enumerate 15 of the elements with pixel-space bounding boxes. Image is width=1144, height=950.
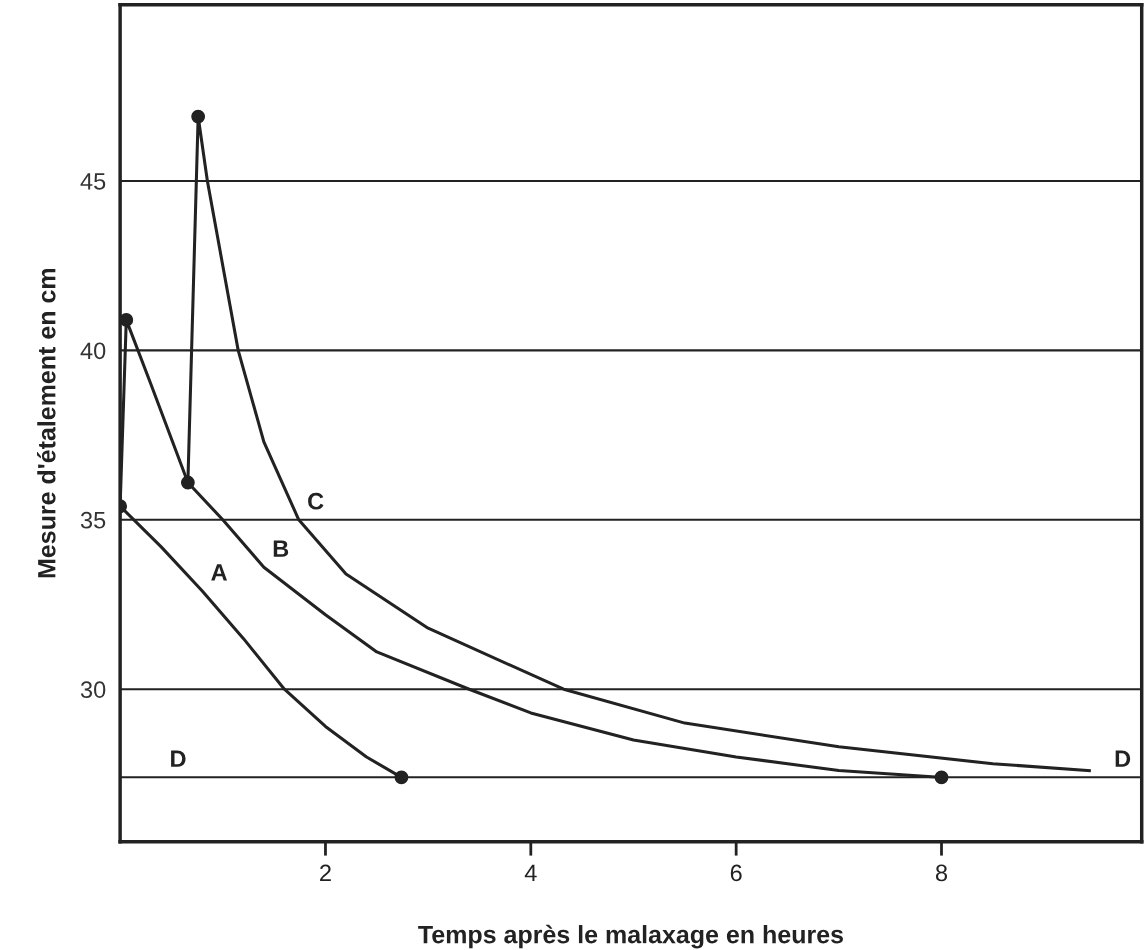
y-tick-label: 35: [80, 511, 106, 529]
x-tick-label: 6: [730, 864, 742, 882]
y-tick-label: 45: [80, 173, 106, 190]
x-tick-label: 2: [320, 864, 331, 882]
y-tick-label: 40: [80, 342, 106, 360]
x-axis-title: Temps après le malaxage en heures: [418, 924, 843, 949]
annotation: D: [1115, 750, 1131, 767]
x-tick-label: 4: [524, 864, 537, 882]
annotation: B: [273, 540, 289, 557]
y-tick-label: 30: [80, 681, 106, 699]
annotation: C: [308, 492, 324, 510]
annotation: D: [171, 750, 186, 767]
y-axis-title: Mesure d'étalement en cm: [37, 268, 56, 578]
annotation: A: [211, 564, 228, 581]
x-tick-label: 8: [935, 864, 948, 882]
